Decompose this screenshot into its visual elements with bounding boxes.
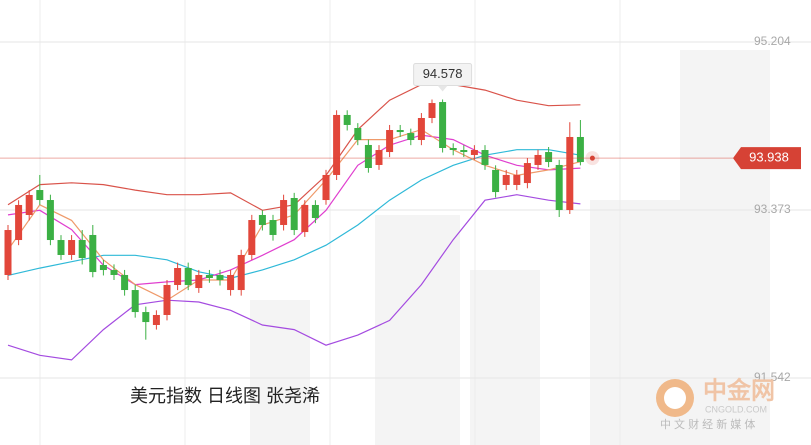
candle-body bbox=[492, 169, 500, 193]
candle-body bbox=[354, 127, 362, 141]
logo-brand: 中金网 bbox=[703, 376, 775, 404]
y-tick-label: 91.542 bbox=[754, 370, 791, 384]
candle-body bbox=[396, 130, 404, 133]
building bbox=[470, 270, 540, 445]
candle-body bbox=[25, 194, 33, 215]
annotations: 94.578 93.938 bbox=[0, 62, 801, 170]
candle-body bbox=[174, 268, 182, 285]
candle-body bbox=[163, 284, 171, 315]
candle-body bbox=[428, 103, 436, 118]
y-tick-label: 95.204 bbox=[754, 34, 791, 48]
candle-body bbox=[227, 274, 235, 291]
candle-body bbox=[470, 150, 478, 155]
candle-body bbox=[152, 314, 160, 325]
candle-body bbox=[417, 117, 425, 141]
candle-body bbox=[523, 163, 531, 184]
logo-site: CNGOLD.COM bbox=[705, 404, 767, 414]
last-price-tag bbox=[733, 147, 801, 170]
high-label: 94.578 bbox=[423, 66, 463, 81]
vertical-grid bbox=[39, 0, 621, 445]
chart-title: 美元指数 日线图 张尧浠 bbox=[130, 386, 320, 406]
y-tick-label: 93.373 bbox=[754, 202, 791, 216]
candle-body bbox=[78, 240, 86, 259]
last-price-dot bbox=[589, 155, 595, 161]
candle-body bbox=[534, 154, 542, 165]
candle-body bbox=[36, 190, 44, 201]
candle-body bbox=[343, 114, 351, 125]
candle-body bbox=[290, 198, 298, 231]
candle-body bbox=[258, 214, 266, 225]
candle-body bbox=[57, 240, 65, 255]
logo: 中金网 CNGOLD.COM 中 文 财 经 新 媒 体 bbox=[656, 376, 775, 431]
candle-body bbox=[566, 136, 574, 211]
candle-body bbox=[386, 130, 394, 153]
candle-body bbox=[46, 200, 54, 241]
candle-body bbox=[439, 102, 447, 148]
candle-body bbox=[375, 150, 383, 165]
candle-body bbox=[269, 220, 277, 235]
candle-body bbox=[333, 114, 341, 175]
grid: 91.542 93.373 95.204 bbox=[0, 34, 811, 384]
candle-body bbox=[131, 290, 139, 313]
last-price-label: 93.938 bbox=[749, 150, 789, 165]
indicator-line bbox=[7, 194, 581, 361]
candle-body bbox=[481, 150, 489, 165]
candle-body bbox=[216, 274, 224, 281]
candle-body bbox=[184, 268, 192, 285]
candle-body bbox=[121, 274, 129, 291]
candle-body bbox=[248, 220, 256, 255]
candle-body bbox=[449, 147, 457, 151]
building bbox=[375, 215, 460, 445]
candle-body bbox=[237, 254, 245, 291]
candle-body bbox=[555, 164, 563, 211]
candle-body bbox=[364, 144, 372, 168]
candle-body bbox=[15, 204, 23, 241]
candle-body bbox=[576, 136, 584, 163]
candle-body bbox=[205, 274, 213, 279]
candle-body bbox=[301, 204, 309, 233]
high-label-pointer bbox=[437, 85, 448, 92]
candle-body bbox=[99, 264, 107, 271]
logo-slogan: 中 文 财 经 新 媒 体 bbox=[660, 417, 755, 431]
candle-body bbox=[142, 312, 150, 323]
candle-body bbox=[4, 230, 12, 275]
candle-body bbox=[460, 150, 468, 153]
background-buildings bbox=[250, 50, 770, 445]
logo-icon-inner bbox=[664, 387, 686, 409]
candle-body bbox=[280, 200, 288, 225]
candle-body bbox=[502, 174, 510, 185]
candle-body bbox=[311, 204, 319, 219]
candle-body bbox=[110, 270, 118, 275]
building bbox=[250, 300, 310, 445]
candle-body bbox=[513, 174, 521, 185]
candle-body bbox=[195, 274, 203, 289]
candle-body bbox=[89, 234, 97, 273]
candle-body bbox=[407, 133, 415, 141]
candles bbox=[4, 99, 584, 340]
building bbox=[680, 50, 770, 445]
candle-body bbox=[68, 240, 76, 255]
candle-body bbox=[545, 152, 553, 163]
candle-body bbox=[322, 174, 330, 201]
